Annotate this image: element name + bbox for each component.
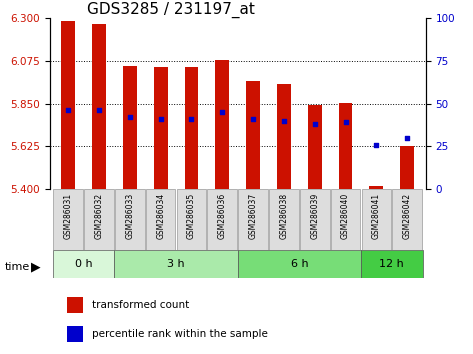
Text: time: time [5, 262, 30, 272]
Point [188, 116, 195, 122]
Text: percentile rank within the sample: percentile rank within the sample [92, 329, 267, 339]
Bar [308, 105, 322, 189]
Text: GSM286033: GSM286033 [125, 193, 134, 239]
Text: GSM286031: GSM286031 [64, 193, 73, 239]
Text: GSM286034: GSM286034 [156, 193, 165, 239]
Bar [146, 189, 175, 250]
Point [126, 114, 133, 120]
Bar [277, 84, 291, 189]
Bar [269, 189, 299, 250]
Point [311, 121, 318, 127]
Bar [393, 189, 422, 250]
Text: GSM286040: GSM286040 [341, 193, 350, 239]
Bar [84, 189, 114, 250]
Bar [114, 250, 238, 278]
Point [219, 109, 226, 115]
Bar [361, 189, 391, 250]
Bar [208, 189, 237, 250]
Bar [339, 103, 352, 189]
Bar [237, 250, 361, 278]
Text: GSM286037: GSM286037 [249, 193, 258, 239]
Text: GDS3285 / 231197_at: GDS3285 / 231197_at [87, 1, 255, 18]
Bar [154, 67, 167, 189]
Point [157, 116, 165, 122]
Text: GSM286042: GSM286042 [403, 193, 412, 239]
Bar [68, 297, 83, 313]
Bar [61, 21, 75, 189]
Bar [53, 250, 114, 278]
Text: GSM286035: GSM286035 [187, 193, 196, 239]
Bar [53, 189, 83, 250]
Text: 0 h: 0 h [75, 259, 92, 269]
Bar [331, 189, 360, 250]
Bar [115, 189, 145, 250]
Text: 12 h: 12 h [379, 259, 404, 269]
Text: GSM286036: GSM286036 [218, 193, 227, 239]
Bar [238, 189, 268, 250]
Text: GSM286038: GSM286038 [280, 193, 289, 239]
Text: GSM286032: GSM286032 [95, 193, 104, 239]
Point [403, 135, 411, 141]
Point [249, 116, 257, 122]
Bar [400, 147, 414, 189]
Point [373, 142, 380, 148]
Bar [123, 66, 137, 189]
Bar [176, 189, 206, 250]
Bar [361, 250, 422, 278]
Point [280, 118, 288, 124]
Text: 6 h: 6 h [290, 259, 308, 269]
Text: 3 h: 3 h [167, 259, 185, 269]
Bar [92, 24, 106, 189]
Bar [246, 81, 260, 189]
Text: GSM286039: GSM286039 [310, 193, 319, 239]
Text: GSM286041: GSM286041 [372, 193, 381, 239]
Point [95, 108, 103, 113]
Text: ▶: ▶ [31, 261, 40, 274]
Bar [215, 60, 229, 189]
Bar [369, 185, 383, 189]
Point [342, 120, 350, 125]
Bar [184, 67, 198, 189]
Bar [300, 189, 330, 250]
Bar [68, 326, 83, 342]
Text: transformed count: transformed count [92, 300, 189, 310]
Point [64, 108, 72, 113]
